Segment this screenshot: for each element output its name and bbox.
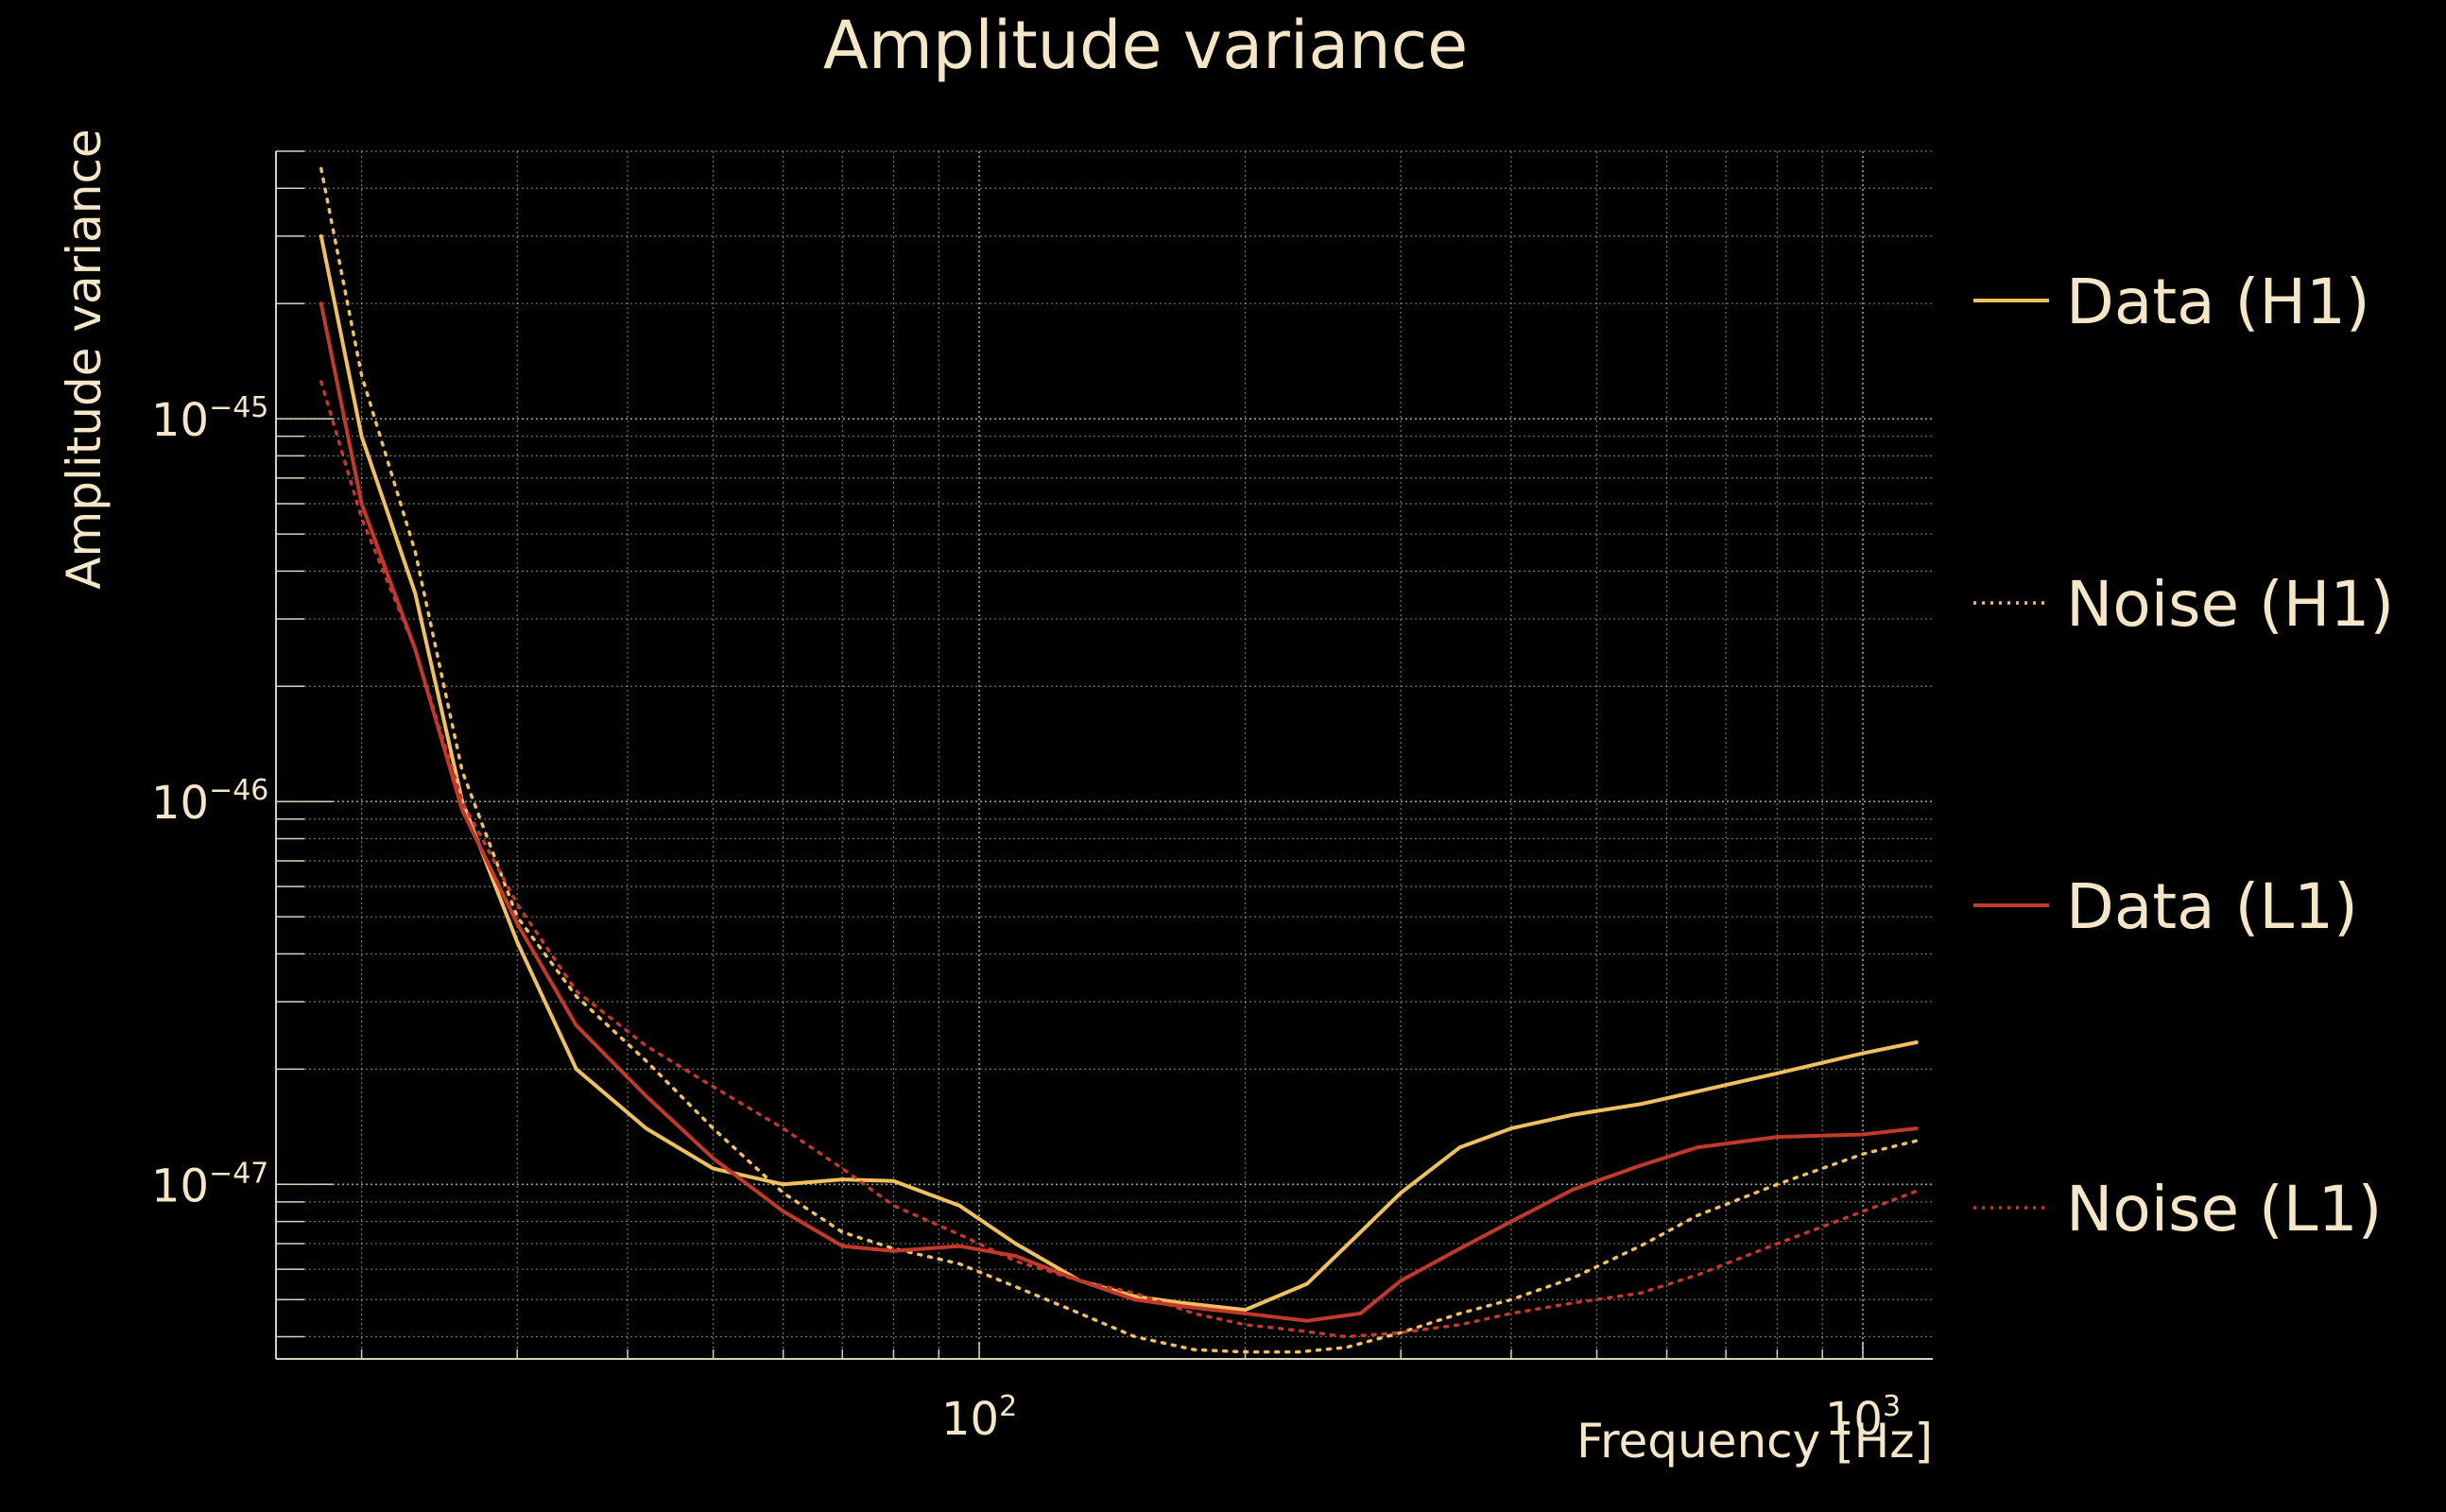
legend-label: Noise (L1) bbox=[2066, 1173, 2382, 1246]
x-tick-label: 103 bbox=[1825, 1390, 1901, 1446]
legend-label: Data (H1) bbox=[2066, 266, 2370, 338]
plot-area bbox=[319, 166, 1919, 1354]
series-line-3 bbox=[319, 301, 1919, 1323]
legend-label: Data (L1) bbox=[2066, 870, 2358, 943]
y-tick-label: 10−45 bbox=[151, 391, 268, 447]
y-axis-label: Amplitude variance bbox=[57, 129, 112, 589]
x-axis-label: Frequency [Hz] bbox=[1576, 1414, 1933, 1469]
grid bbox=[275, 150, 1933, 1360]
legend: Data (H1) Noise (H1) Data (L1) Noise (L1) bbox=[1973, 266, 2394, 1246]
chart-title: Amplitude variance bbox=[823, 7, 1468, 84]
x-tick-label: 102 bbox=[941, 1390, 1017, 1446]
tick-labels: 10−45 10−46 10−47 102 103 bbox=[151, 391, 1901, 1446]
series-line-1 bbox=[319, 233, 1919, 1313]
series-line-4 bbox=[319, 380, 1919, 1339]
legend-label: Noise (H1) bbox=[2066, 568, 2394, 641]
y-tick-label: 10−47 bbox=[151, 1157, 268, 1212]
series-line-2 bbox=[319, 166, 1919, 1354]
y-tick-label: 10−46 bbox=[151, 774, 268, 830]
